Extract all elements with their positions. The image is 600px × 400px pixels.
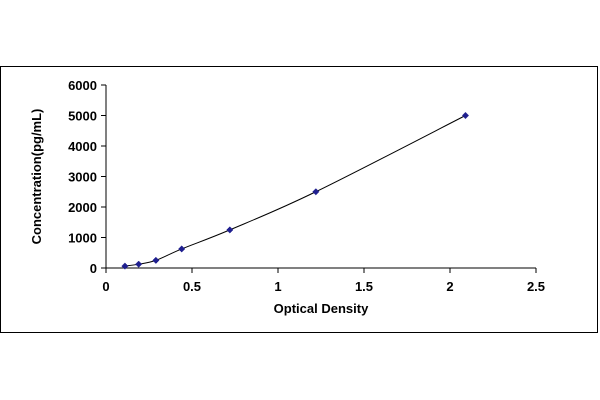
series-line — [124, 115, 466, 267]
y-tick-label: 5000 — [68, 109, 97, 124]
data-point — [312, 188, 320, 196]
data-point — [152, 256, 160, 264]
y-tick-label: 3000 — [68, 170, 97, 185]
x-ticks: 0 0.5 1 1.5 2 2.5 — [102, 268, 545, 294]
data-point — [461, 111, 470, 120]
y-tick-label: 4000 — [68, 139, 97, 154]
y-tick-label: 6000 — [68, 78, 97, 93]
x-axis-title: Optical Density — [274, 301, 369, 316]
y-tick-label: 1000 — [68, 231, 97, 246]
y-axis-title: Concentration(pg/mL) — [29, 109, 44, 245]
x-tick-label: 0.5 — [183, 279, 201, 294]
x-tick-label: 1 — [274, 279, 281, 294]
axes — [105, 85, 536, 269]
x-tick-label: 0 — [102, 279, 109, 294]
x-tick-label: 2.5 — [527, 279, 545, 294]
x-tick-label: 1.5 — [355, 279, 373, 294]
data-points — [121, 111, 470, 270]
x-tick-label: 2 — [446, 279, 453, 294]
data-point — [121, 262, 129, 270]
data-point — [135, 260, 143, 268]
y-tick-label: 2000 — [68, 200, 97, 215]
data-point — [226, 226, 234, 234]
data-point — [178, 245, 186, 253]
y-tick-label: 0 — [90, 261, 97, 276]
y-ticks: 0 1000 2000 3000 4000 5000 6000 — [68, 78, 106, 276]
